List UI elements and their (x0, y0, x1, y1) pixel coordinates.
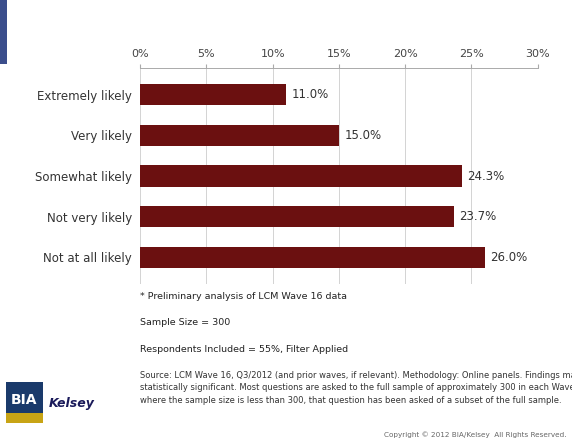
Bar (140, 247, 484, 268)
Text: 15.0%: 15.0% (344, 129, 382, 142)
Text: Participating in a Deal in Next 6 Months*: Participating in a Deal in Next 6 Months… (10, 45, 349, 60)
Text: Respondents Included = 55%, Filter Applied: Respondents Included = 55%, Filter Appli… (140, 345, 348, 354)
Text: 24.3%: 24.3% (467, 169, 505, 183)
Text: Source: LCM Wave 16, Q3/2012 (and prior waves, if relevant). Methodology: Online: Source: LCM Wave 16, Q3/2012 (and prior … (140, 371, 572, 404)
Text: Sample Size = 300: Sample Size = 300 (140, 318, 231, 327)
Bar (140, 165, 462, 187)
Bar (140, 206, 454, 227)
Text: * Preliminary analysis of LCM Wave 16 data: * Preliminary analysis of LCM Wave 16 da… (140, 292, 347, 301)
Text: 26.0%: 26.0% (490, 251, 527, 264)
Text: 11.0%: 11.0% (291, 88, 328, 101)
Bar (6, 413, 43, 423)
Text: BIA: BIA (11, 393, 37, 407)
Text: Preliminary LCM Wave 16 Results: Likelihood of: Preliminary LCM Wave 16 Results: Likelih… (10, 21, 405, 36)
Bar (140, 84, 286, 105)
Text: Kelsey: Kelsey (49, 397, 94, 410)
Bar (140, 125, 339, 146)
Text: 23.7%: 23.7% (459, 210, 496, 223)
Bar (0, 0, 7, 64)
Bar (6, 382, 43, 423)
Text: Copyright © 2012 BIA/Kelsey  All Rights Reserved.: Copyright © 2012 BIA/Kelsey All Rights R… (384, 432, 566, 438)
